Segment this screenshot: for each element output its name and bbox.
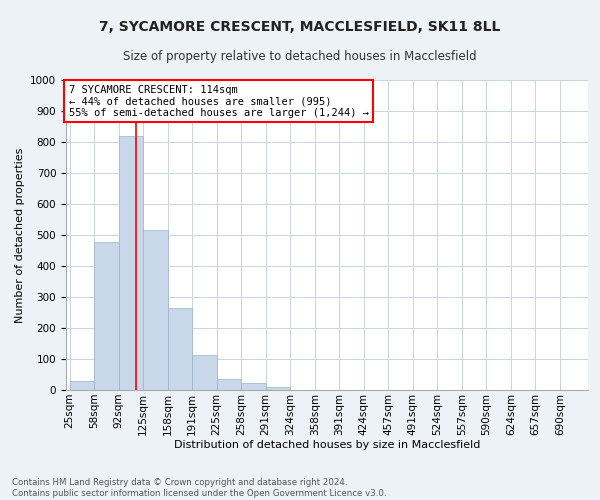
Bar — [193, 356, 217, 390]
Bar — [217, 378, 241, 390]
Bar — [70, 380, 94, 390]
Text: 7 SYCAMORE CRESCENT: 114sqm
← 44% of detached houses are smaller (995)
55% of se: 7 SYCAMORE CRESCENT: 114sqm ← 44% of det… — [68, 84, 368, 118]
Text: 7, SYCAMORE CRESCENT, MACCLESFIELD, SK11 8LL: 7, SYCAMORE CRESCENT, MACCLESFIELD, SK11… — [100, 20, 500, 34]
Bar — [168, 308, 192, 390]
Text: Contains HM Land Registry data © Crown copyright and database right 2024.
Contai: Contains HM Land Registry data © Crown c… — [12, 478, 386, 498]
X-axis label: Distribution of detached houses by size in Macclesfield: Distribution of detached houses by size … — [174, 440, 480, 450]
Bar — [94, 242, 119, 390]
Bar — [266, 387, 290, 390]
Text: Size of property relative to detached houses in Macclesfield: Size of property relative to detached ho… — [123, 50, 477, 63]
Bar — [143, 230, 167, 390]
Y-axis label: Number of detached properties: Number of detached properties — [14, 148, 25, 322]
Bar — [119, 136, 143, 390]
Bar — [241, 383, 266, 390]
